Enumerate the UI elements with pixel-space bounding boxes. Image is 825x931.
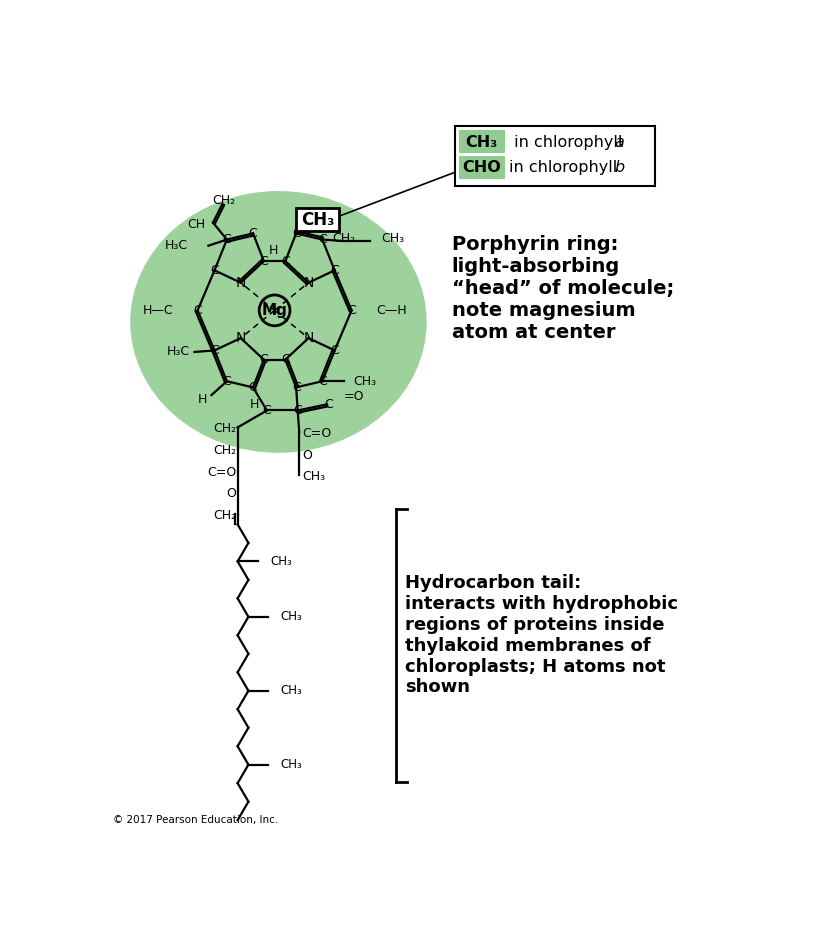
Text: CH₃: CH₃ [465, 135, 497, 150]
Text: C: C [248, 381, 257, 394]
Text: N: N [235, 276, 246, 290]
Text: C: C [210, 263, 219, 277]
Text: H₃C: H₃C [167, 345, 190, 358]
Text: C: C [259, 353, 268, 366]
Text: C=O: C=O [207, 466, 236, 479]
Text: C—H: C—H [376, 304, 407, 317]
Text: CH₂: CH₂ [213, 444, 236, 457]
Text: C: C [281, 353, 290, 366]
Text: CH₃: CH₃ [270, 555, 292, 568]
Text: C: C [318, 233, 327, 246]
Text: Porphyrin ring:
light-absorbing
“head” of molecule;
note magnesium
atom at cente: Porphyrin ring: light-absorbing “head” o… [452, 235, 674, 342]
Text: H: H [268, 244, 278, 257]
Text: C: C [318, 374, 327, 387]
Text: H: H [250, 398, 259, 411]
Text: C: C [292, 227, 300, 240]
Text: O: O [226, 487, 236, 500]
Text: N: N [304, 276, 314, 290]
Text: C: C [324, 398, 332, 411]
Text: CH₃: CH₃ [280, 684, 303, 697]
Text: O: O [302, 449, 312, 462]
Text: b: b [614, 160, 625, 175]
Text: C: C [347, 304, 356, 317]
Text: CH₂: CH₂ [213, 508, 236, 521]
Text: N: N [304, 331, 314, 345]
Text: H: H [197, 393, 207, 406]
Text: C: C [259, 254, 268, 267]
Text: =O: =O [344, 390, 365, 403]
Text: C: C [193, 304, 202, 317]
Text: CHO: CHO [462, 160, 501, 175]
Text: CH: CH [187, 218, 205, 231]
Text: C: C [294, 404, 302, 417]
FancyBboxPatch shape [459, 155, 505, 179]
Text: Hydrocarbon tail:
interacts with hydrophobic
regions of proteins inside
thylakoi: Hydrocarbon tail: interacts with hydroph… [406, 574, 678, 696]
Text: in chlorophyll: in chlorophyll [509, 160, 622, 175]
Text: C: C [281, 254, 290, 267]
Text: N: N [235, 331, 246, 345]
FancyBboxPatch shape [459, 130, 505, 154]
Text: a: a [614, 135, 624, 150]
Text: C: C [248, 227, 257, 240]
Text: H—C: H—C [143, 304, 173, 317]
Text: C=O: C=O [302, 427, 332, 440]
Text: H₃C: H₃C [165, 239, 188, 252]
Text: CH₂: CH₂ [213, 423, 236, 436]
Text: CH₂: CH₂ [212, 194, 235, 207]
FancyBboxPatch shape [455, 126, 655, 186]
Text: C: C [223, 374, 231, 387]
Text: C: C [330, 263, 339, 277]
Text: CH₂: CH₂ [332, 232, 356, 245]
Text: Mg: Mg [262, 303, 288, 317]
Text: CH₃: CH₃ [301, 211, 334, 229]
Text: CH₃: CH₃ [302, 470, 325, 483]
Text: CH₃: CH₃ [353, 374, 376, 387]
Text: CH₃: CH₃ [280, 758, 303, 771]
Text: C: C [210, 344, 219, 357]
Text: C: C [262, 404, 271, 417]
Text: C: C [292, 381, 300, 394]
Text: CH₃: CH₃ [280, 611, 303, 624]
Text: in chlorophyll: in chlorophyll [509, 135, 627, 150]
Ellipse shape [130, 191, 427, 452]
Text: C: C [223, 233, 231, 246]
Text: C: C [330, 344, 339, 357]
FancyBboxPatch shape [296, 208, 339, 231]
Text: CH₃: CH₃ [381, 232, 404, 245]
Text: © 2017 Pearson Education, Inc.: © 2017 Pearson Education, Inc. [113, 816, 278, 825]
